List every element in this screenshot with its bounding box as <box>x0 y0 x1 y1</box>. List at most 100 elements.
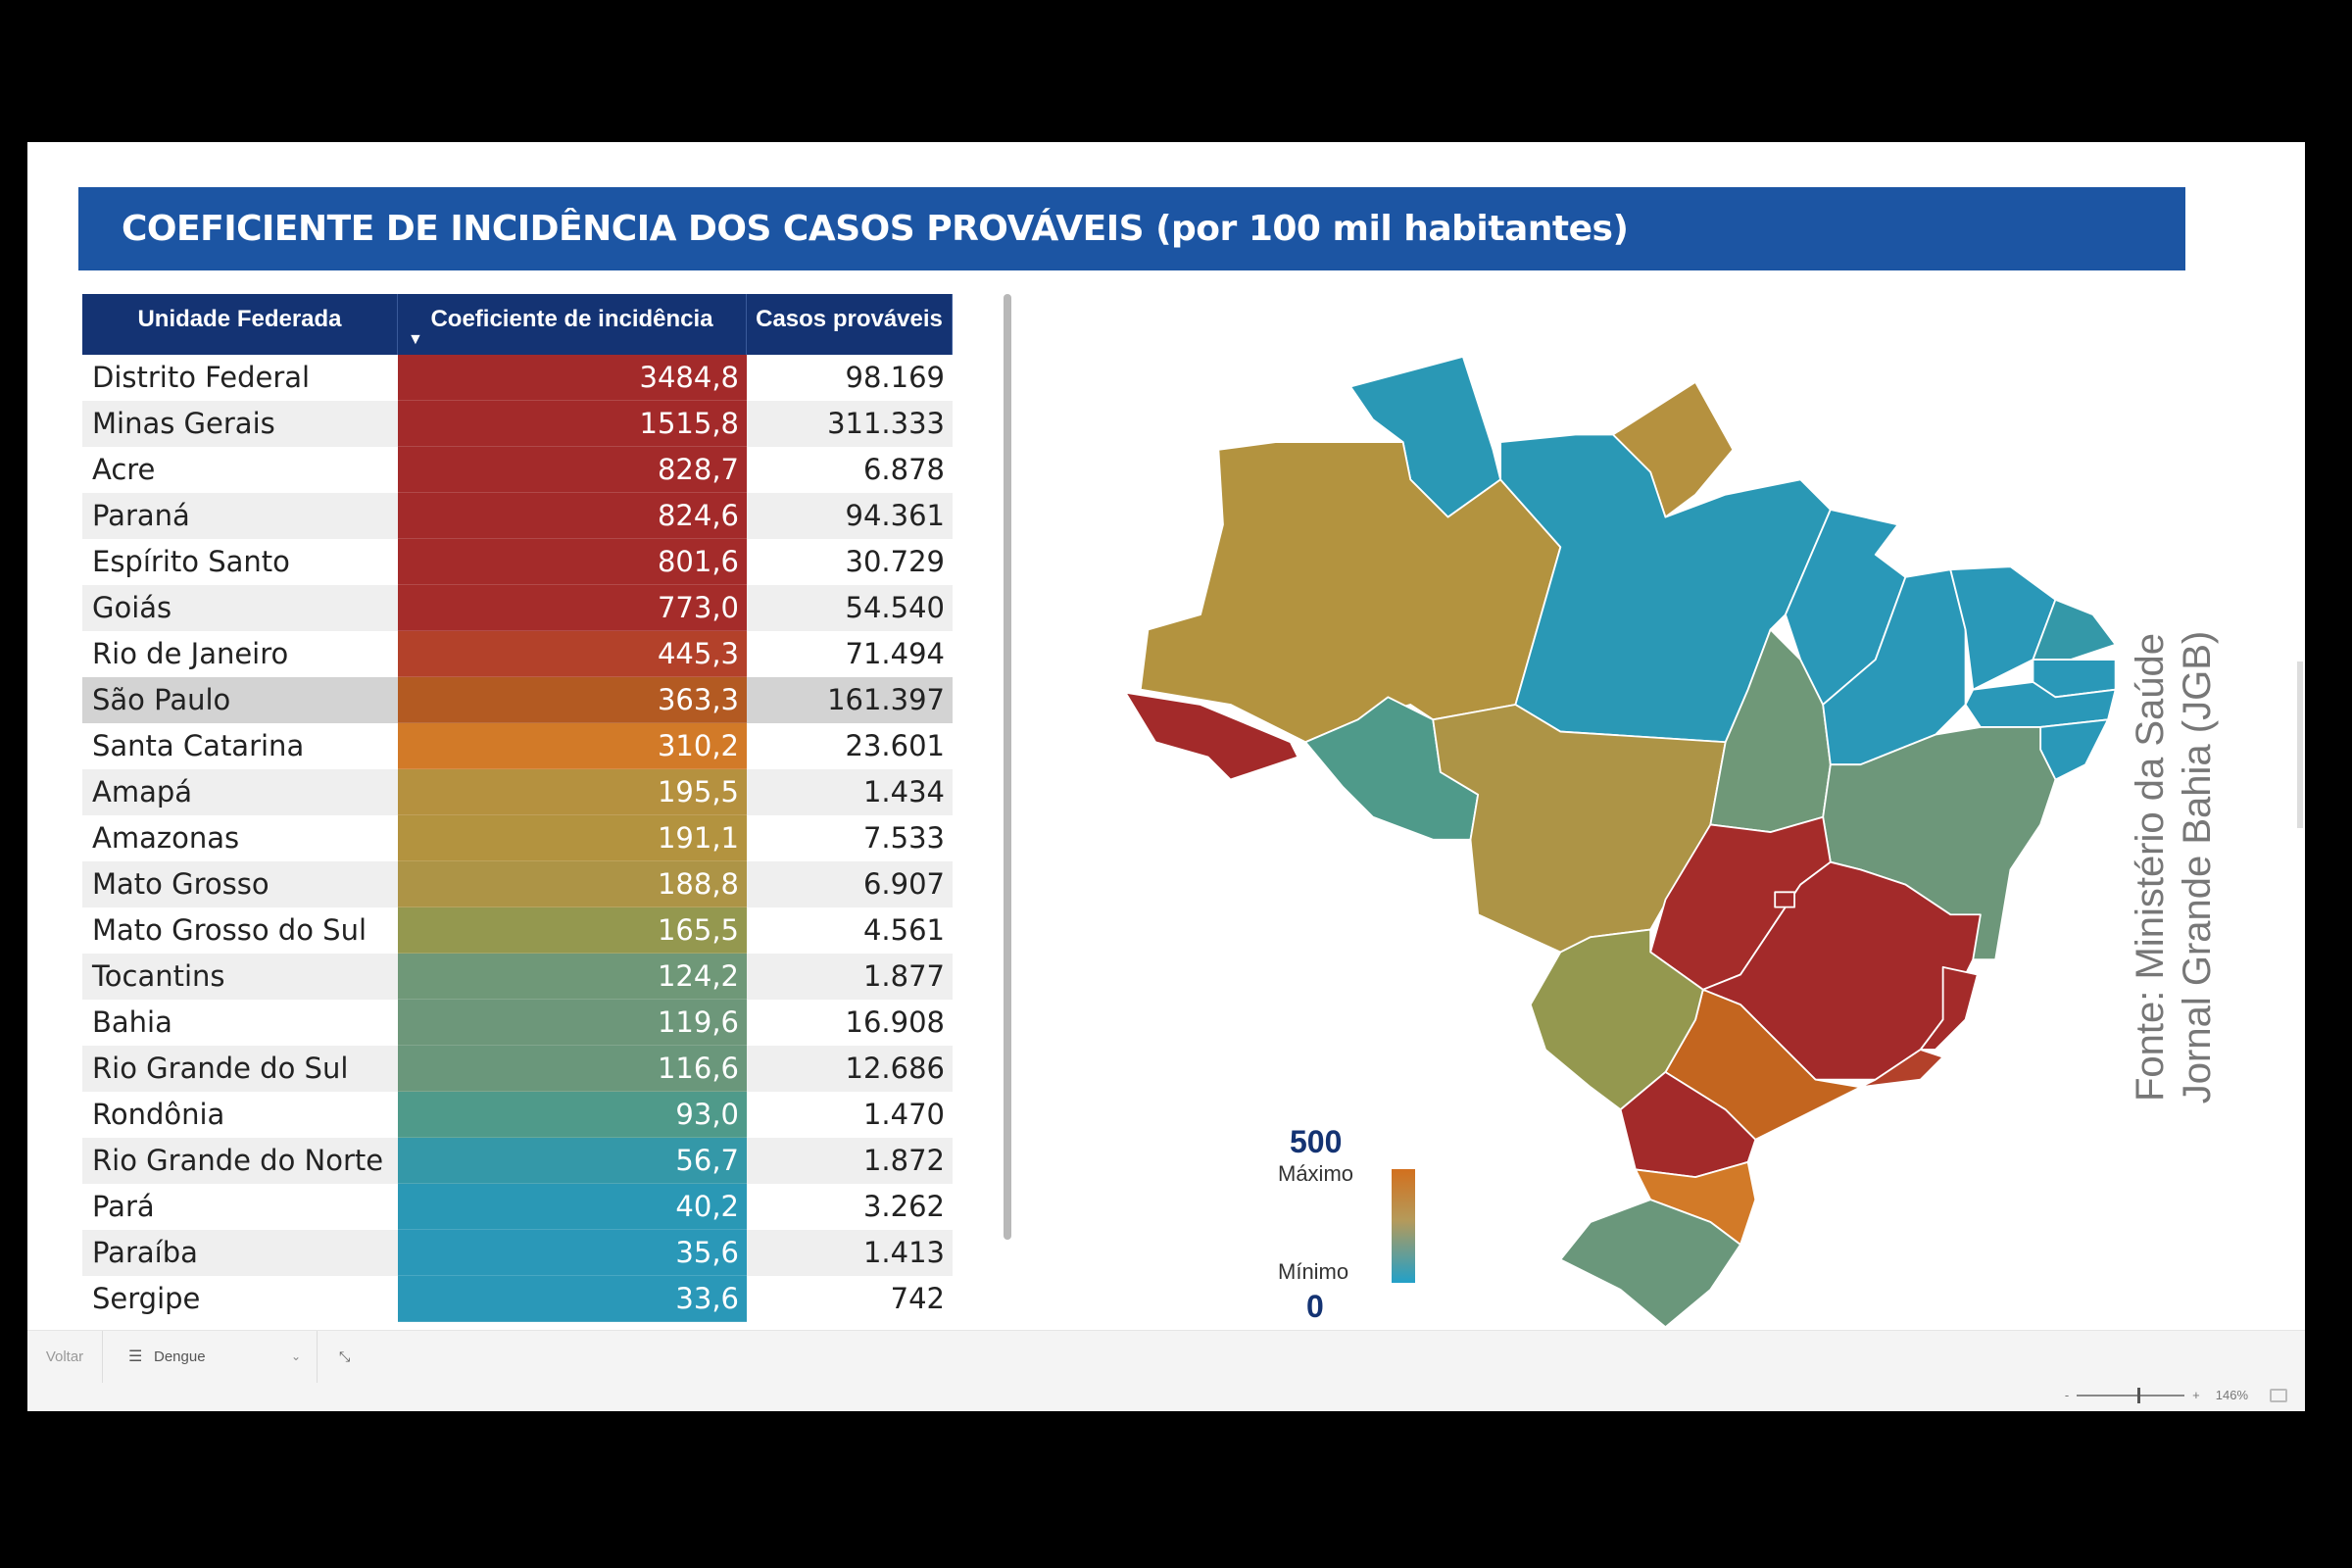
table-row[interactable]: Paraíba 35,6 1.413 <box>82 1230 953 1276</box>
lines-icon: ☰ <box>128 1348 143 1365</box>
cell-coef: 191,1 <box>398 815 747 861</box>
cell-uf: Rio Grande do Sul <box>92 1052 349 1085</box>
cell-uf: Goiás <box>92 591 172 624</box>
table-row[interactable]: Bahia 119,6 16.908 <box>82 1000 953 1046</box>
cell-casos: 7.533 <box>862 821 945 855</box>
legend-color-scale <box>1392 1169 1415 1283</box>
column-header-coef[interactable]: Coeficiente de incidência ▼ <box>398 294 747 355</box>
table-row[interactable]: Amazonas 191,1 7.533 <box>82 815 953 861</box>
table-row[interactable]: Rio Grande do Sul 116,6 12.686 <box>82 1046 953 1092</box>
state-distrito-federal[interactable] <box>1774 891 1796 908</box>
incidence-table: Unidade Federada Coeficiente de incidênc… <box>82 294 953 1322</box>
cell-uf: São Paulo <box>92 683 231 716</box>
report-canvas: COEFICIENTE DE INCIDÊNCIA DOS CASOS PROV… <box>27 142 2305 1411</box>
state-acre[interactable] <box>1124 691 1299 781</box>
zoom-level: 146% <box>2215 1388 2248 1402</box>
brazil-map <box>1124 355 2117 1329</box>
back-button[interactable]: Voltar <box>27 1331 103 1383</box>
cell-casos: 71.494 <box>845 637 945 670</box>
cell-casos: 23.601 <box>845 729 945 762</box>
chevron-down-icon: ⌄ <box>290 1349 301 1363</box>
table-row[interactable]: Acre 828,7 6.878 <box>82 447 953 493</box>
zoom-slider-thumb[interactable] <box>2137 1387 2141 1403</box>
cell-coef: 828,7 <box>398 447 747 493</box>
state-rio-de-janeiro[interactable] <box>1859 1049 1944 1089</box>
collapse-arrows-icon[interactable]: ⤡ <box>339 1348 351 1364</box>
fit-to-page-icon[interactable] <box>2270 1388 2287 1402</box>
table-row[interactable]: Pará 40,2 3.262 <box>82 1184 953 1230</box>
legend-max-value: 500 <box>1290 1124 1343 1159</box>
cell-casos: 12.686 <box>845 1052 945 1085</box>
cell-casos: 30.729 <box>845 545 945 578</box>
cell-casos: 6.878 <box>862 453 945 486</box>
column-header-uf[interactable]: Unidade Federada <box>82 294 398 355</box>
cell-casos: 742 <box>890 1282 945 1315</box>
cell-uf: Espírito Santo <box>92 545 290 578</box>
table-row[interactable]: Sergipe 33,6 742 <box>82 1276 953 1322</box>
cell-uf: Rio Grande do Norte <box>92 1144 384 1177</box>
column-header-casos[interactable]: Casos prováveis <box>747 294 953 355</box>
cell-uf: Acre <box>92 453 156 486</box>
table-scrollbar[interactable] <box>1004 294 1011 1240</box>
cell-casos: 1.872 <box>862 1144 945 1177</box>
cell-coef: 3484,8 <box>398 355 747 401</box>
state-rio-grande-do-sul[interactable] <box>1559 1199 1741 1329</box>
cell-casos: 6.907 <box>862 867 945 901</box>
cell-coef: 56,7 <box>398 1138 747 1184</box>
page-selector[interactable]: ☰ Dengue ⌄ <box>103 1331 318 1383</box>
cell-casos: 3.262 <box>862 1190 945 1223</box>
cell-uf: Pará <box>92 1190 155 1223</box>
table-row[interactable]: Rio de Janeiro 445,3 71.494 <box>82 631 953 677</box>
zoom-in-button[interactable]: + <box>2192 1388 2200 1402</box>
state-piaui[interactable] <box>1822 568 1967 766</box>
cell-uf: Sergipe <box>92 1282 201 1315</box>
source-line-1: Fonte: Ministério da Saúde <box>2129 632 2172 1102</box>
table-row[interactable]: São Paulo 363,3 161.397 <box>82 677 953 723</box>
table-row[interactable]: Minas Gerais 1515,8 311.333 <box>82 401 953 447</box>
table-row[interactable]: Rondônia 93,0 1.470 <box>82 1092 953 1138</box>
cell-uf: Paraíba <box>92 1236 198 1269</box>
table-header: Unidade Federada Coeficiente de incidênc… <box>82 294 953 355</box>
cell-coef: 310,2 <box>398 723 747 769</box>
cell-coef: 1515,8 <box>398 401 747 447</box>
zoom-slider[interactable] <box>2077 1387 2185 1403</box>
cell-coef: 124,2 <box>398 954 747 1000</box>
cell-coef: 773,0 <box>398 585 747 631</box>
column-header-coef-label: Coeficiente de incidência <box>430 306 713 332</box>
cell-casos: 16.908 <box>845 1005 945 1039</box>
cell-casos: 161.397 <box>827 683 945 716</box>
cell-coef: 119,6 <box>398 1000 747 1046</box>
cell-casos: 1.877 <box>862 959 945 993</box>
source-credit: Fonte: Ministério da Saúde Jornal Grande… <box>2127 631 2221 1103</box>
cell-coef: 33,6 <box>398 1276 747 1322</box>
table-row[interactable]: Mato Grosso 188,8 6.907 <box>82 861 953 907</box>
state-amazonas[interactable] <box>1139 441 1562 744</box>
table-row[interactable]: Santa Catarina 310,2 23.601 <box>82 723 953 769</box>
sort-descending-icon[interactable]: ▼ <box>408 331 423 348</box>
page-selector-value: Dengue <box>154 1348 206 1365</box>
table-row[interactable]: Rio Grande do Norte 56,7 1.872 <box>82 1138 953 1184</box>
cell-coef: 188,8 <box>398 861 747 907</box>
cell-coef: 93,0 <box>398 1092 747 1138</box>
table-row[interactable]: Tocantins 124,2 1.877 <box>82 954 953 1000</box>
table-row[interactable]: Paraná 824,6 94.361 <box>82 493 953 539</box>
page-scrollbar[interactable] <box>2297 662 2303 828</box>
cell-coef: 801,6 <box>398 539 747 585</box>
cell-uf: Rio de Janeiro <box>92 637 289 670</box>
state-rio-grande-do-norte[interactable] <box>2032 598 2117 661</box>
table-row[interactable]: Amapá 195,5 1.434 <box>82 769 953 815</box>
cell-uf: Amapá <box>92 775 193 808</box>
table-row[interactable]: Goiás 773,0 54.540 <box>82 585 953 631</box>
zoom-out-button[interactable]: - <box>2064 1388 2070 1402</box>
table-row[interactable]: Distrito Federal 3484,8 98.169 <box>82 355 953 401</box>
cell-uf: Mato Grosso do Sul <box>92 913 368 947</box>
state-mato-grosso-do-sul[interactable] <box>1529 928 1704 1111</box>
legend-min-label: Mínimo <box>1278 1259 1349 1284</box>
cell-coef: 116,6 <box>398 1046 747 1092</box>
table-row[interactable]: Espírito Santo 801,6 30.729 <box>82 539 953 585</box>
cell-coef: 445,3 <box>398 631 747 677</box>
cell-coef: 195,5 <box>398 769 747 815</box>
table-row[interactable]: Mato Grosso do Sul 165,5 4.561 <box>82 907 953 954</box>
state-espirito-santo[interactable] <box>1919 965 1979 1051</box>
table-body: Distrito Federal 3484,8 98.169 Minas Gerais… <box>82 355 953 1322</box>
